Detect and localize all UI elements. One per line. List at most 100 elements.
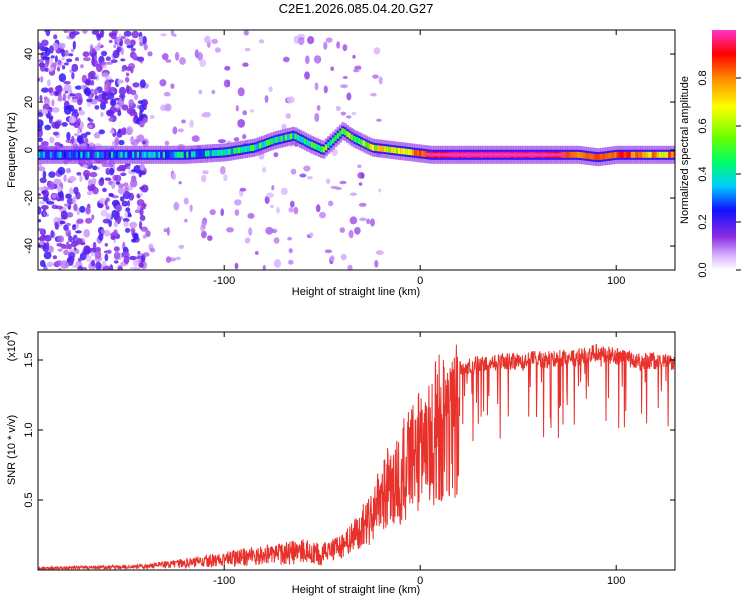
heatmap-noise-cell	[376, 118, 382, 122]
heatmap-ridge-cell	[285, 134, 288, 141]
heatmap-noise-cell	[351, 112, 357, 116]
heatmap-noise-cell	[117, 46, 122, 53]
heatmap-noise-cell	[42, 210, 47, 217]
heatmap-noise-cell	[66, 198, 74, 205]
heatmap-noise-cell	[375, 250, 384, 256]
snr-x-tick-label: -100	[213, 575, 235, 587]
heatmap-noise-cell	[254, 251, 259, 255]
heatmap-noise-cell	[109, 130, 115, 134]
heatmap-noise-cell	[288, 248, 293, 254]
heatmap-noise-cell	[44, 234, 52, 242]
heatmap-ridge-cell	[604, 153, 608, 160]
heatmap-ridge-cell	[169, 151, 173, 158]
heatmap-noise-cell	[127, 166, 131, 170]
heatmap-ridge-cell	[245, 146, 248, 152]
heatmap-ridge-cell	[82, 151, 86, 158]
heatmap-ridge-cell	[42, 151, 46, 158]
heatmap-ridge-cell	[261, 141, 265, 148]
heatmap-noise-cell	[91, 214, 95, 220]
heatmap-noise-cell	[131, 238, 137, 243]
heatmap-noise-cell	[234, 262, 239, 270]
y-tick-label: -20	[23, 190, 35, 206]
heatmap-noise-cell	[328, 200, 334, 207]
heatmap-peak-cell	[482, 153, 486, 157]
heatmap-noise-cell	[264, 195, 270, 204]
heatmap-ridge-cell	[388, 146, 392, 153]
heatmap-ridge-cell	[266, 140, 270, 146]
heatmap-ridge-cell	[600, 153, 604, 160]
heatmap-noise-cell	[346, 115, 352, 119]
heatmap-ridge-cell	[633, 151, 637, 158]
heatmap-ridge-cell	[242, 146, 246, 153]
heatmap-noise-cell	[99, 197, 106, 205]
heatmap-ridge-cell	[115, 151, 119, 158]
heatmap-noise-cell	[147, 51, 153, 57]
heatmap-ridge-cell	[571, 151, 575, 158]
heatmap-noise-cell	[118, 183, 125, 189]
heatmap-noise-cell	[125, 227, 131, 233]
heatmap-ridge-cell	[240, 146, 244, 153]
heatmap-noise-cell	[112, 49, 120, 59]
heatmap-noise-cell	[189, 119, 194, 128]
spectrogram-panel: -100 0 100 -40 -20 0 20 40 Height of straight l…	[6, 29, 676, 298]
heatmap-noise-cell	[58, 73, 67, 83]
heatmap-noise-cell	[38, 119, 44, 128]
heatmap-noise-cell	[273, 152, 279, 158]
heatmap-noise-cell	[140, 226, 148, 232]
heatmap-noise-cell	[72, 264, 78, 268]
heatmap-noise-cell	[217, 139, 226, 144]
heatmap-noise-cell	[137, 250, 141, 255]
heatmap-noise-cell	[360, 172, 365, 179]
heatmap-noise-cell	[123, 30, 132, 37]
heatmap-noise-cell	[77, 98, 83, 106]
heatmap-noise-cell	[91, 47, 96, 54]
heatmap-noise-cell	[80, 64, 84, 69]
heatmap-ridge-cell	[129, 151, 133, 158]
heatmap-noise-cell	[99, 61, 106, 66]
heatmap-ridge-cell	[626, 151, 629, 158]
heatmap-noise-cell	[41, 141, 49, 147]
heatmap-ridge-cell	[252, 144, 255, 151]
snr-frame	[37, 331, 676, 571]
spectrogram-ticks: -100 0 100 -40 -20 0 20 40	[23, 30, 675, 287]
heatmap-ridge-cell	[609, 152, 613, 159]
heatmap-ridge-cell	[219, 149, 223, 156]
heatmap-ridge-cell	[127, 151, 131, 158]
heatmap-peak-cell	[543, 153, 547, 157]
heatmap-ridge-cell	[270, 138, 274, 145]
heatmap-noise-cell	[124, 38, 131, 45]
heatmap-noise-cell	[85, 78, 91, 85]
colorbar-tick-label: 0.6	[697, 118, 709, 133]
heatmap-noise-cell	[139, 220, 143, 230]
heatmap-noise-cell	[354, 226, 361, 235]
heatmap-peak-cell	[553, 153, 557, 157]
heatmap-noise-cell	[52, 131, 59, 136]
heatmap-noise-cell	[48, 87, 53, 94]
heatmap-noise-cell	[48, 181, 55, 191]
snr-x-axis-label: Height of straight line (km)	[292, 584, 420, 596]
snr-y-scale-prefix: (x10	[6, 340, 18, 361]
heatmap-noise-cell	[89, 171, 98, 178]
heatmap-noise-cell	[316, 105, 321, 111]
heatmap-noise-cell	[92, 241, 97, 250]
heatmap-noise-cell	[63, 106, 72, 115]
heatmap-noise-cell	[92, 165, 98, 171]
heatmap-noise-cell	[94, 88, 98, 95]
heatmap-noise-cell	[110, 235, 116, 240]
heatmap-noise-cell	[94, 250, 102, 259]
heatmap-peak-cell	[456, 153, 460, 157]
heatmap-noise-cell	[49, 136, 55, 144]
heatmap-noise-cell	[108, 39, 113, 44]
heatmap-ridge-cell	[564, 151, 568, 158]
heatmap-noise-cell	[64, 262, 70, 269]
heatmap-peak-cell	[477, 153, 481, 157]
heatmap-ridge-cell	[630, 151, 634, 158]
heatmap-noise-cell	[94, 45, 101, 51]
heatmap-noise-cell	[89, 247, 97, 254]
heatmap-noise-cell	[339, 227, 345, 233]
heatmap-noise-cell	[67, 257, 71, 262]
heatmap-noise-cell	[126, 84, 130, 94]
heatmap-noise-cell	[132, 52, 138, 61]
heatmap-ridge-cell	[327, 142, 331, 148]
heatmap-noise-cell	[264, 95, 269, 103]
